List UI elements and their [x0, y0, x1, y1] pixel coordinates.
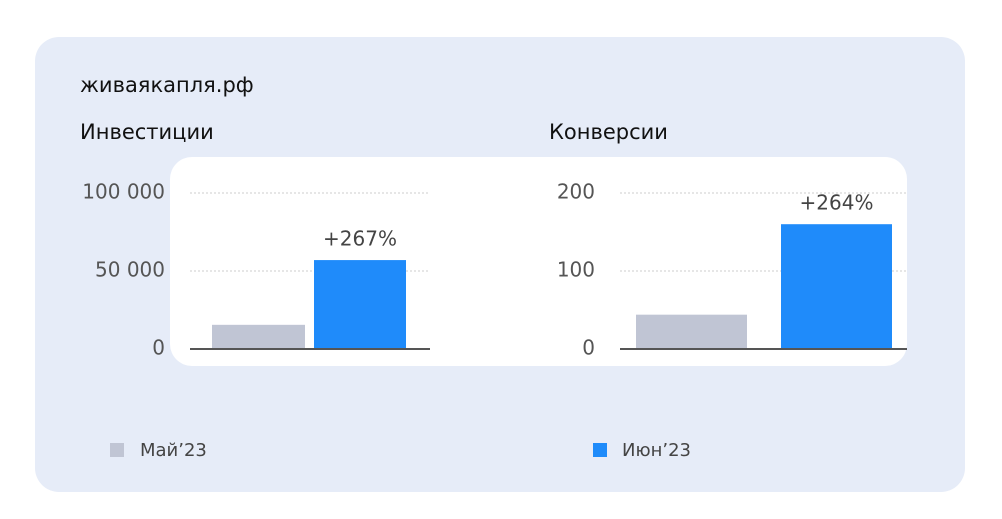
bar	[314, 260, 406, 349]
site-name: живаякапля.рф	[80, 73, 254, 97]
y-tick-label: 100 000	[82, 180, 165, 204]
bar	[212, 324, 305, 349]
y-tick-label: 50 000	[95, 258, 165, 282]
bar	[636, 314, 747, 349]
y-tick-label: 0	[582, 336, 595, 360]
legend-label: Май’23	[140, 440, 207, 461]
y-tick-label: 100	[557, 258, 595, 282]
annotation: +264%	[800, 191, 874, 215]
annotation: +267%	[323, 227, 397, 251]
y-tick-label: 200	[557, 180, 595, 204]
chart-title: Конверсии	[549, 120, 668, 144]
legend-label: Июн’23	[622, 440, 691, 461]
chart-title: Инвестиции	[80, 120, 214, 144]
legend-swatch	[593, 443, 607, 457]
legend-swatch	[110, 443, 124, 457]
bar	[781, 224, 892, 349]
y-tick-label: 0	[152, 336, 165, 360]
